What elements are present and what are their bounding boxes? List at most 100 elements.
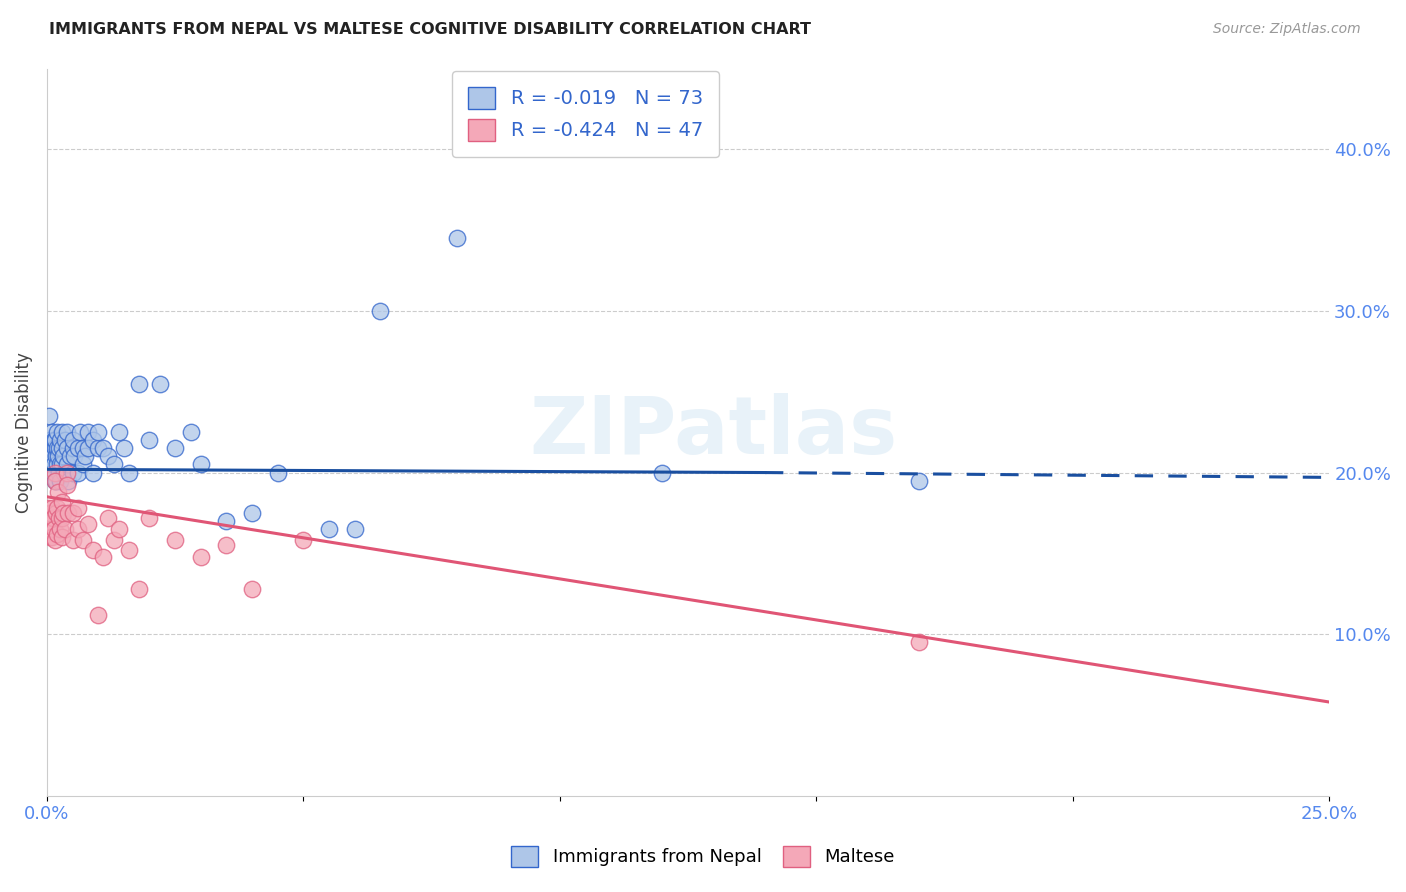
Point	[56, 478, 79, 492]
Point	[190, 458, 212, 472]
Point	[56, 425, 79, 439]
Point	[72, 458, 94, 472]
Point	[45, 450, 67, 464]
Point	[62, 450, 84, 464]
Point	[77, 517, 100, 532]
Point	[39, 522, 62, 536]
Point	[56, 466, 79, 480]
Point	[56, 442, 79, 456]
Point	[44, 474, 66, 488]
Point	[66, 442, 89, 456]
Point	[41, 425, 63, 439]
Point	[58, 506, 80, 520]
Point	[41, 466, 63, 480]
Point	[62, 442, 84, 456]
Point	[343, 522, 366, 536]
Point	[42, 450, 65, 464]
Point	[72, 442, 94, 456]
Point	[46, 527, 69, 541]
Point	[66, 522, 89, 536]
Point	[59, 450, 82, 464]
Point	[82, 434, 104, 448]
Point	[128, 582, 150, 596]
Point	[52, 506, 75, 520]
Point	[87, 425, 110, 439]
Text: IMMIGRANTS FROM NEPAL VS MALTESE COGNITIVE DISABILITY CORRELATION CHART: IMMIGRANTS FROM NEPAL VS MALTESE COGNITI…	[49, 22, 811, 37]
Point	[48, 466, 70, 480]
Point	[44, 442, 66, 456]
Point	[51, 442, 73, 456]
Point	[44, 533, 66, 548]
Point	[82, 543, 104, 558]
Point	[91, 549, 114, 564]
Point	[66, 501, 89, 516]
Point	[41, 442, 63, 456]
Point	[51, 530, 73, 544]
Point	[180, 425, 202, 439]
Point	[51, 494, 73, 508]
Point	[45, 474, 67, 488]
Point	[77, 425, 100, 439]
Point	[77, 442, 100, 456]
Point	[118, 543, 141, 558]
Point	[39, 434, 62, 448]
Point	[38, 409, 60, 423]
Point	[138, 510, 160, 524]
Point	[240, 506, 263, 520]
Point	[46, 501, 69, 516]
Point	[103, 458, 125, 472]
Y-axis label: Cognitive Disability: Cognitive Disability	[15, 351, 32, 513]
Point	[39, 506, 62, 520]
Point	[97, 510, 120, 524]
Point	[42, 510, 65, 524]
Point	[103, 533, 125, 548]
Point	[46, 450, 69, 464]
Point	[267, 466, 290, 480]
Point	[87, 442, 110, 456]
Point	[44, 466, 66, 480]
Point	[149, 376, 172, 391]
Point	[44, 474, 66, 488]
Point	[39, 458, 62, 472]
Point	[240, 582, 263, 596]
Point	[41, 530, 63, 544]
Point	[292, 533, 315, 548]
Point	[48, 522, 70, 536]
Point	[51, 425, 73, 439]
Point	[44, 434, 66, 448]
Point	[908, 635, 931, 649]
Point	[37, 501, 59, 516]
Text: Source: ZipAtlas.com: Source: ZipAtlas.com	[1213, 22, 1361, 37]
Point	[39, 442, 62, 456]
Point	[66, 466, 89, 480]
Point	[52, 466, 75, 480]
Point	[190, 549, 212, 564]
Point	[107, 522, 129, 536]
Point	[62, 466, 84, 480]
Point	[38, 517, 60, 532]
Point	[46, 484, 69, 499]
Point	[48, 434, 70, 448]
Point	[42, 458, 65, 472]
Point	[97, 450, 120, 464]
Point	[165, 442, 187, 456]
Point	[51, 510, 73, 524]
Point	[51, 458, 73, 472]
Point	[53, 522, 76, 536]
Point	[58, 474, 80, 488]
Point	[42, 522, 65, 536]
Point	[215, 538, 238, 552]
Point	[41, 501, 63, 516]
Point	[446, 231, 468, 245]
Point	[112, 442, 135, 456]
Point	[368, 304, 391, 318]
Point	[82, 466, 104, 480]
Point	[46, 442, 69, 456]
Point	[651, 466, 673, 480]
Point	[42, 434, 65, 448]
Point	[107, 425, 129, 439]
Legend: R = -0.019   N = 73, R = -0.424   N = 47: R = -0.019 N = 73, R = -0.424 N = 47	[453, 71, 718, 157]
Point	[62, 434, 84, 448]
Point	[165, 533, 187, 548]
Point	[37, 450, 59, 464]
